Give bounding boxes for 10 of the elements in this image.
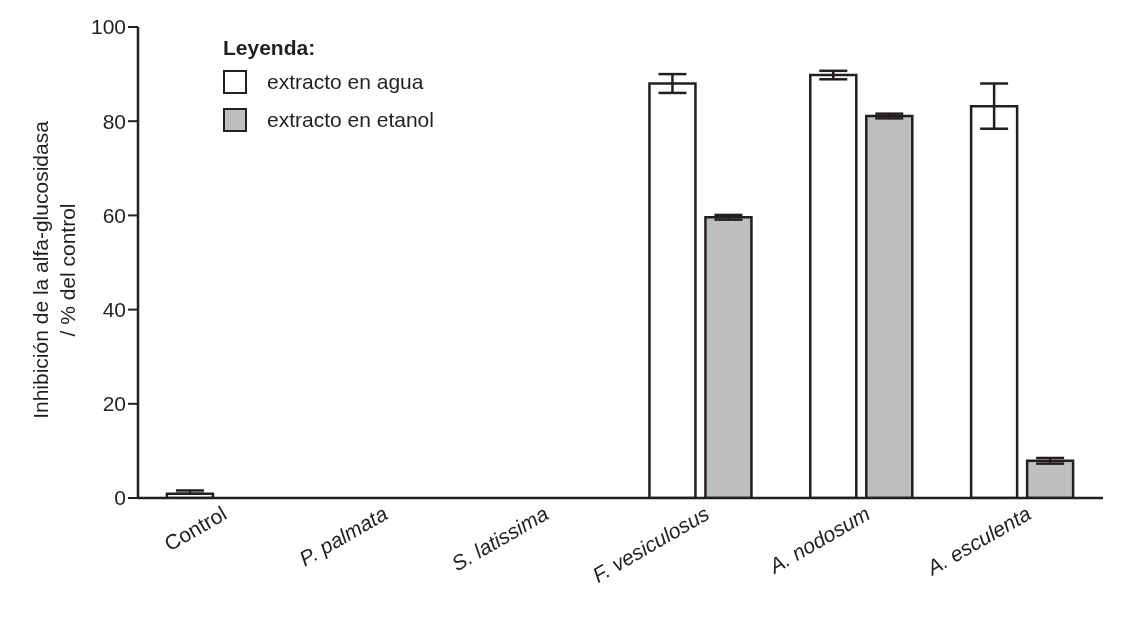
y-tick-label: 100: [90, 15, 126, 39]
y-tick-label: 0: [114, 486, 126, 510]
y-tick-label: 80: [102, 109, 126, 133]
legend-title: Leyenda:: [223, 36, 317, 60]
legend-label: extracto en etanol: [267, 108, 434, 132]
legend-label: extracto en agua: [267, 70, 424, 94]
y-tick-label: 40: [102, 298, 126, 322]
y-tick-label: 20: [102, 392, 126, 416]
y-tick-label: 60: [102, 203, 126, 227]
y-axis-title: Inhibición de la alfa-glucosidasa / % del control: [29, 120, 79, 419]
